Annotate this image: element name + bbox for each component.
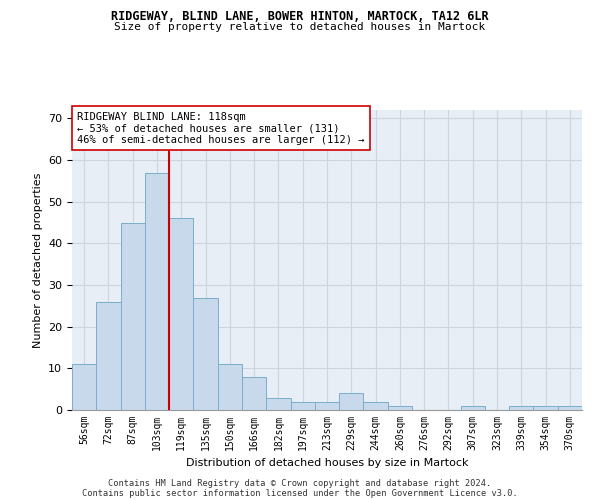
Bar xyxy=(218,364,242,410)
Bar xyxy=(461,406,485,410)
Bar xyxy=(242,376,266,410)
Y-axis label: Number of detached properties: Number of detached properties xyxy=(32,172,43,348)
Text: Size of property relative to detached houses in Martock: Size of property relative to detached ho… xyxy=(115,22,485,32)
Bar xyxy=(364,402,388,410)
Bar xyxy=(266,398,290,410)
Bar xyxy=(145,172,169,410)
Bar xyxy=(121,222,145,410)
Text: RIDGEWAY BLIND LANE: 118sqm
← 53% of detached houses are smaller (131)
46% of se: RIDGEWAY BLIND LANE: 118sqm ← 53% of det… xyxy=(77,112,365,144)
Bar xyxy=(558,406,582,410)
Bar xyxy=(315,402,339,410)
Bar xyxy=(388,406,412,410)
Text: Contains public sector information licensed under the Open Government Licence v3: Contains public sector information licen… xyxy=(82,488,518,498)
Text: Contains HM Land Registry data © Crown copyright and database right 2024.: Contains HM Land Registry data © Crown c… xyxy=(109,478,491,488)
Bar xyxy=(339,394,364,410)
Text: RIDGEWAY, BLIND LANE, BOWER HINTON, MARTOCK, TA12 6LR: RIDGEWAY, BLIND LANE, BOWER HINTON, MART… xyxy=(111,10,489,23)
Bar xyxy=(72,364,96,410)
Bar xyxy=(509,406,533,410)
Bar xyxy=(533,406,558,410)
Bar xyxy=(169,218,193,410)
X-axis label: Distribution of detached houses by size in Martock: Distribution of detached houses by size … xyxy=(186,458,468,468)
Bar xyxy=(96,302,121,410)
Bar xyxy=(193,298,218,410)
Bar xyxy=(290,402,315,410)
